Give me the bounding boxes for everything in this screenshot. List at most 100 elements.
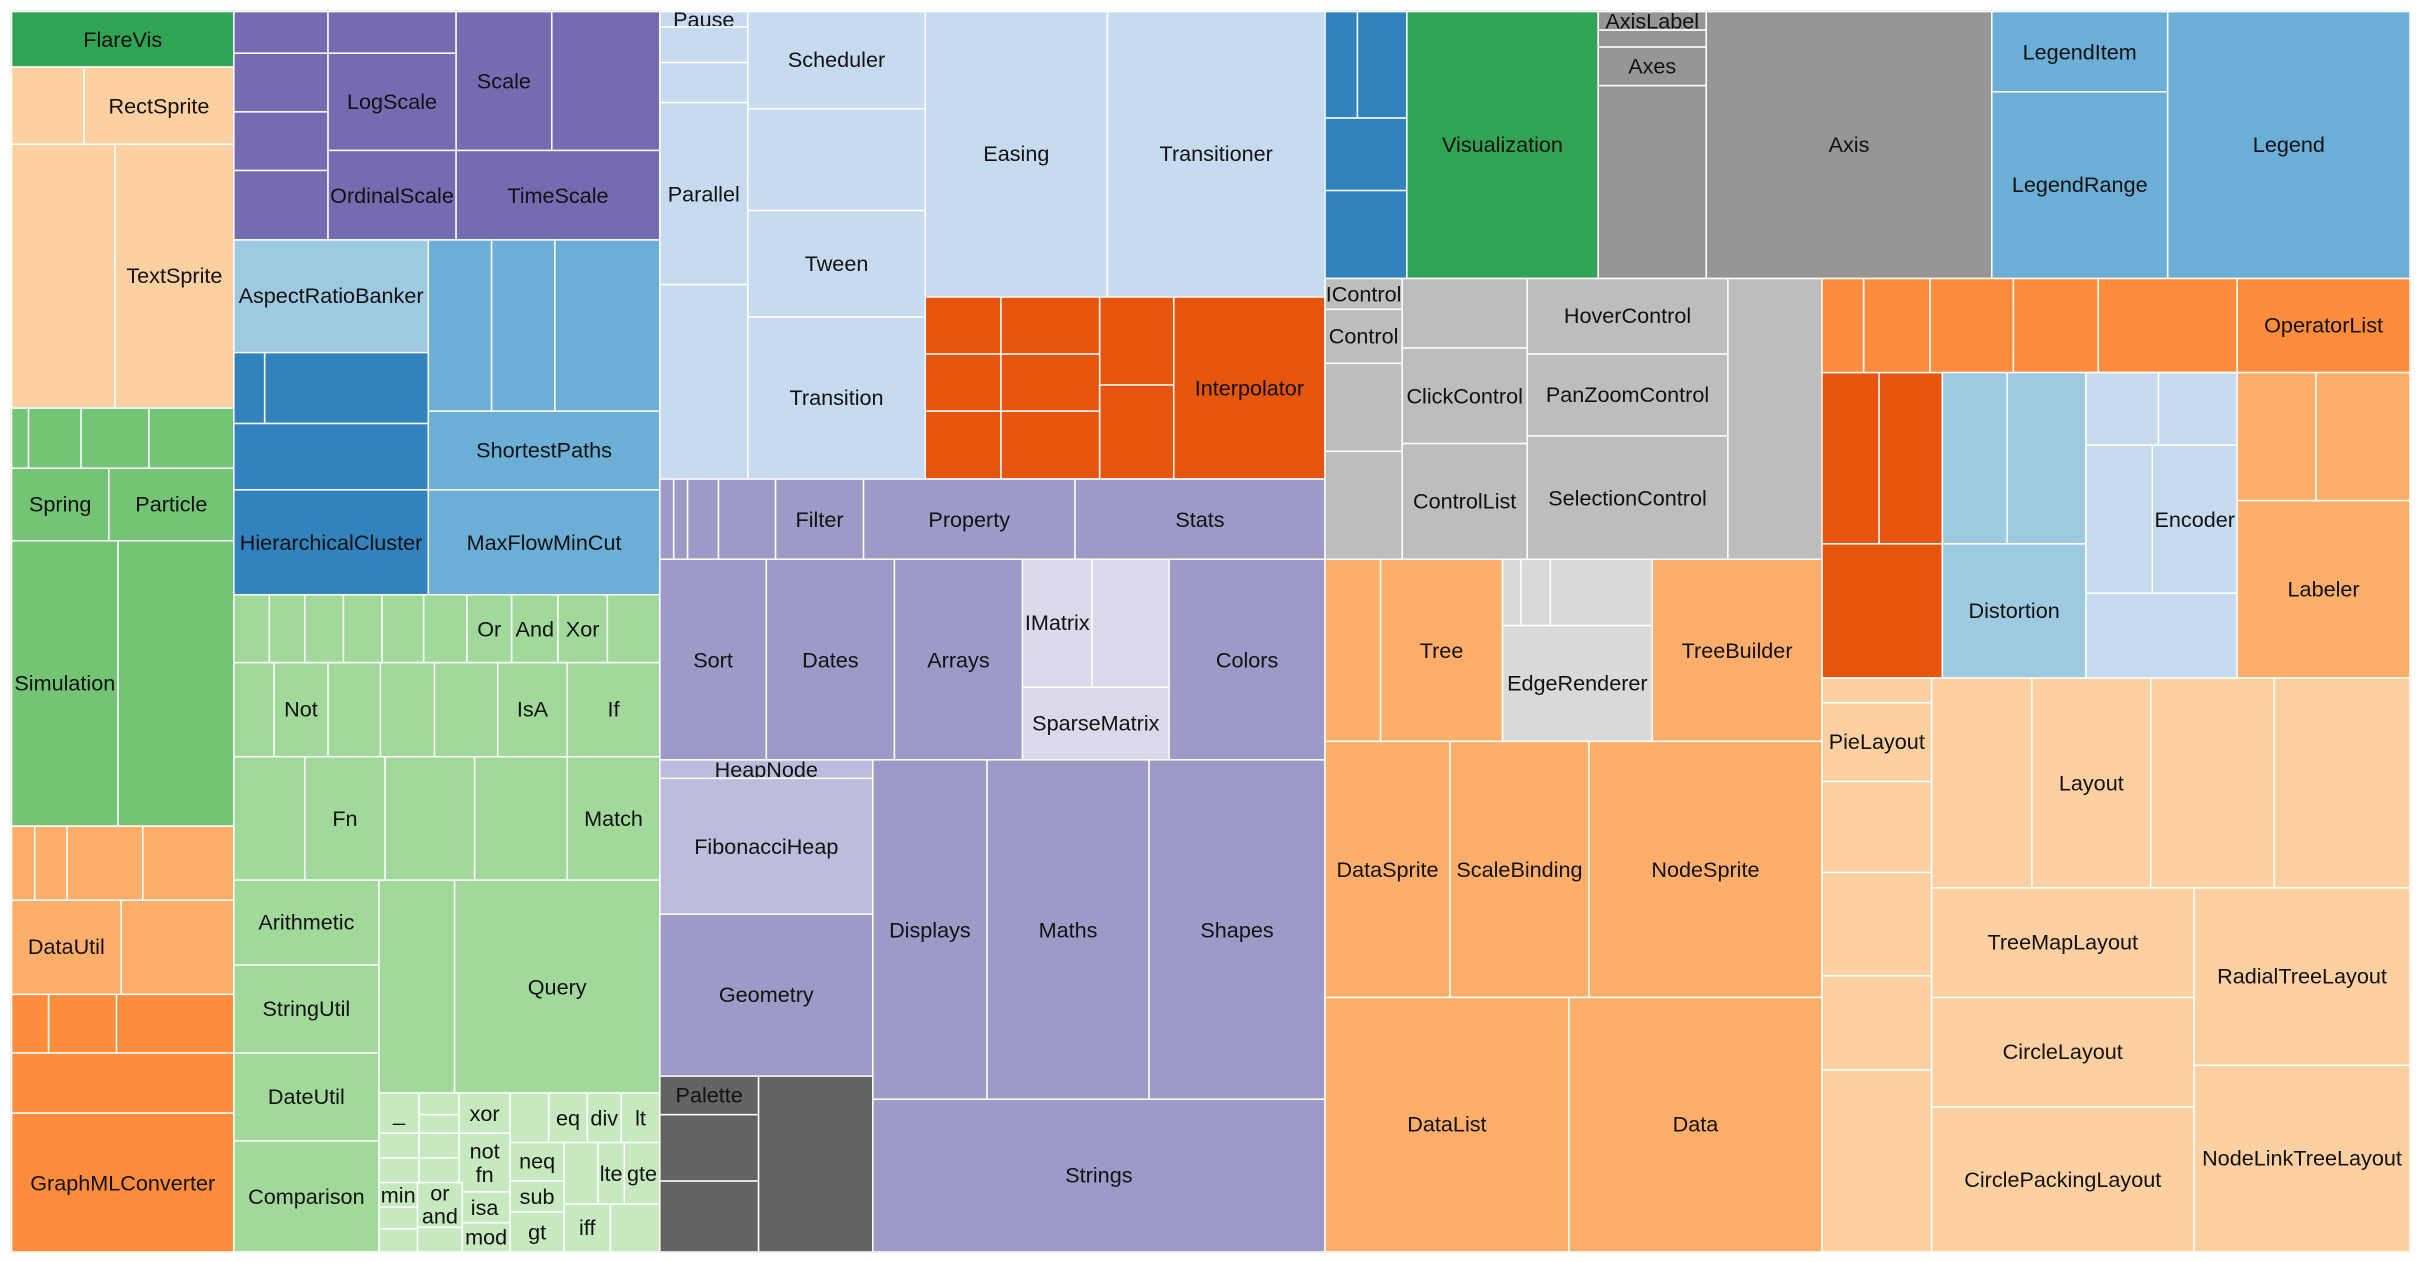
cell-data: Data xyxy=(1568,996,1823,1253)
cell-icontrol: IControl xyxy=(1324,277,1403,311)
cell-logscale: LogScale xyxy=(327,52,457,152)
cell-unlabeled-84 xyxy=(1401,277,1528,349)
cell-label: LogScale xyxy=(346,88,438,114)
cell-nodelinktreelayout: NodeLinkTreeLayout xyxy=(2193,1064,2411,1253)
cell-label: SelectionControl xyxy=(1548,484,1707,510)
cell-axes: Axes xyxy=(1597,46,1708,87)
cell-unlabeled-104 xyxy=(1520,558,1552,627)
cell-label: MaxFlowMinCut xyxy=(466,529,622,554)
cell-parallel: Parallel xyxy=(659,101,749,286)
cell-label: Data xyxy=(1672,1111,1719,1137)
cell-label: Strings xyxy=(1065,1162,1133,1188)
cell-label: PanZoomControl xyxy=(1545,381,1710,407)
cell-tween: Tween xyxy=(747,209,927,318)
cell-label: Arithmetic xyxy=(258,909,355,935)
cell-unlabeled-107 xyxy=(1821,780,1933,874)
cell-unlabeled-103 xyxy=(1501,558,1522,627)
cell-unlabeled-79 xyxy=(1324,189,1408,280)
cell-unlabeled-9 xyxy=(33,825,68,901)
cell-spring: Spring xyxy=(10,467,110,542)
cell-label: Distortion xyxy=(1968,597,2060,623)
cell-unlabeled-110 xyxy=(1821,1069,1933,1253)
cell-unlabeled-94 xyxy=(1941,371,2008,545)
cell-label: Geometry xyxy=(718,981,814,1007)
cell-unlabeled-23 xyxy=(427,239,493,412)
cell-label: IsA xyxy=(516,696,549,722)
cell-sparsematrix: SparseMatrix xyxy=(1021,686,1170,761)
cell-label: ClickControl xyxy=(1406,382,1523,408)
cell-distortion: Distortion xyxy=(1941,543,2087,679)
cell-property: Property xyxy=(862,478,1076,561)
cell-neq: neq xyxy=(509,1141,565,1182)
cell-encoder: Encoder xyxy=(2151,444,2238,594)
cell-unlabeled-91 xyxy=(1821,371,1880,545)
cell-displays: Displays xyxy=(872,759,988,1101)
cell-legendrange: LegendRange xyxy=(1990,91,2169,280)
cell-unlabeled-83 xyxy=(1324,450,1403,561)
cell-treebuilder: TreeBuilder xyxy=(1651,558,1823,743)
cell-datalist: DataList xyxy=(1324,996,1570,1253)
cell-label: Or xyxy=(477,615,502,641)
cell-stringutil: StringUtil xyxy=(233,964,380,1054)
cell-label: Pause xyxy=(673,10,735,28)
cell-timescale: TimeScale xyxy=(455,149,661,241)
cell-unlabeled-44 xyxy=(418,1092,460,1116)
cell-arrays: Arrays xyxy=(893,558,1024,761)
cell-div: div xyxy=(586,1092,622,1144)
cell-unlabeled-25 xyxy=(554,239,661,412)
cell-unlabeled-49 xyxy=(378,1157,420,1184)
cell-unlabeled-76 xyxy=(1324,10,1359,119)
cell-unlabeled-101 xyxy=(2315,371,2411,502)
cell-label: RadialTreeLayout xyxy=(2217,963,2387,989)
cell-label: Sort xyxy=(693,646,733,672)
cell-label: NodeLinkTreeLayout xyxy=(2202,1145,2402,1171)
cell-unlabeled-106 xyxy=(1821,677,1933,704)
cell-unlabeled-38 xyxy=(379,661,436,758)
cell-label: AxisLabel xyxy=(1605,10,1700,31)
cell-label: Tween xyxy=(804,250,869,276)
cell-unlabeled-53 xyxy=(378,1228,419,1253)
cell-operatorlist: OperatorList xyxy=(2236,277,2411,374)
cell-unlabeled-78 xyxy=(1324,117,1408,192)
cell-match: Match xyxy=(566,755,661,881)
cell-label: Legend xyxy=(2252,131,2325,157)
cell-unlabeled-17 xyxy=(233,10,329,54)
cell-unlabeled-73 xyxy=(659,1113,760,1182)
cell-unlabeled-41 xyxy=(384,755,476,881)
cell-unlabeled-51 xyxy=(563,1141,599,1205)
cell-label: Match xyxy=(584,805,643,831)
cell-unlabeled-13 xyxy=(10,993,50,1054)
cell-unlabeled-87 xyxy=(1862,277,1931,374)
cell-label: Arrays xyxy=(927,646,990,672)
cell-label: SparseMatrix xyxy=(1032,710,1160,736)
cell-controllist: ControlList xyxy=(1401,442,1528,561)
cell-axis: Axis xyxy=(1705,10,1993,280)
cell-treemaplayout: TreeMapLayout xyxy=(1930,887,2195,999)
cell-unlabeled-32 xyxy=(342,593,383,664)
cell-transition: Transition xyxy=(747,316,927,480)
cell-label: Maths xyxy=(1038,916,1098,942)
cell-underscore: _ xyxy=(378,1092,420,1134)
cell-imatrix: IMatrix xyxy=(1021,558,1093,689)
cell-label: TreeBuilder xyxy=(1681,637,1793,662)
cell-unlabeled-60 xyxy=(924,296,1002,355)
cell-label: PieLayout xyxy=(1828,728,1925,754)
cell-unlabeled-40 xyxy=(233,755,306,881)
cell-unlabeled-56 xyxy=(659,26,749,64)
cell-transitioner: Transitioner xyxy=(1106,10,1326,298)
cell-label: mod xyxy=(465,1224,508,1249)
cell-unlabeled-77 xyxy=(1356,10,1408,119)
cell-label: Visualization xyxy=(1442,131,1563,157)
cell-interpolator: Interpolator xyxy=(1172,296,1326,480)
cell-unlabeled-54 xyxy=(416,1226,464,1253)
cell-label: Layout xyxy=(2058,769,2124,795)
cell-label: lte xyxy=(599,1160,623,1185)
cell-unlabeled-27 xyxy=(263,351,430,425)
cell-label: Dates xyxy=(802,646,859,672)
cell-or-and: or and xyxy=(416,1181,464,1229)
cell-lte: lte xyxy=(597,1141,626,1205)
cell-unlabeled-4 xyxy=(27,407,82,470)
cell-rectsprite: RectSprite xyxy=(83,66,235,146)
cell-shortestpaths: ShortestPaths xyxy=(427,410,661,491)
cell-label: Transitioner xyxy=(1159,141,1273,166)
